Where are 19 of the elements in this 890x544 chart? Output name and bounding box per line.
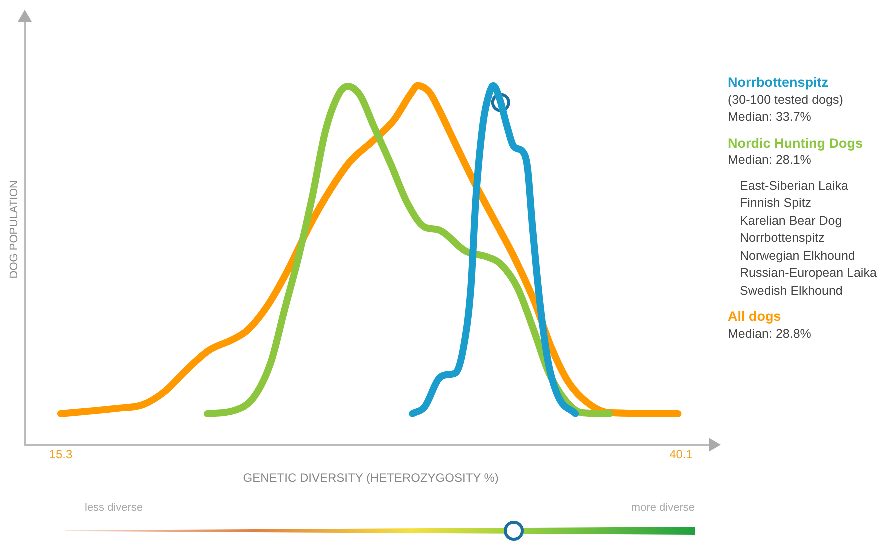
text: Norwegian Elkhound — [739, 248, 856, 265]
text: Median: 33.7% — [728, 109, 812, 126]
text: (30-100 tested dogs) — [728, 92, 844, 109]
diversity-scale: less diverse more diverse — [60, 500, 700, 544]
y-axis-title: DOG POPULATION — [8, 180, 21, 279]
text: Russian-European Laika — [739, 265, 878, 282]
text: Median: 28.8% — [728, 326, 812, 342]
text: Nordic Hunting Dogs — [728, 134, 864, 152]
text: East-Siberian Laika — [739, 178, 850, 194]
x-tick-label: 15.3 — [49, 448, 73, 462]
text: Norrbottenspitz — [739, 230, 826, 247]
text: Norrbottenspitz — [728, 74, 830, 92]
text: Finnish Spitz — [739, 195, 813, 212]
text: Median: 28.1% — [728, 152, 812, 169]
text: Swedish Elkhound — [739, 282, 844, 300]
x-axis-title: GENETIC DIVERSITY (HETEROZYGOSITY %) — [243, 471, 499, 486]
x-tick-label: 40.1 — [670, 448, 694, 462]
text: Karelian Bear Dog — [739, 212, 844, 230]
text: All dogs — [728, 308, 782, 326]
